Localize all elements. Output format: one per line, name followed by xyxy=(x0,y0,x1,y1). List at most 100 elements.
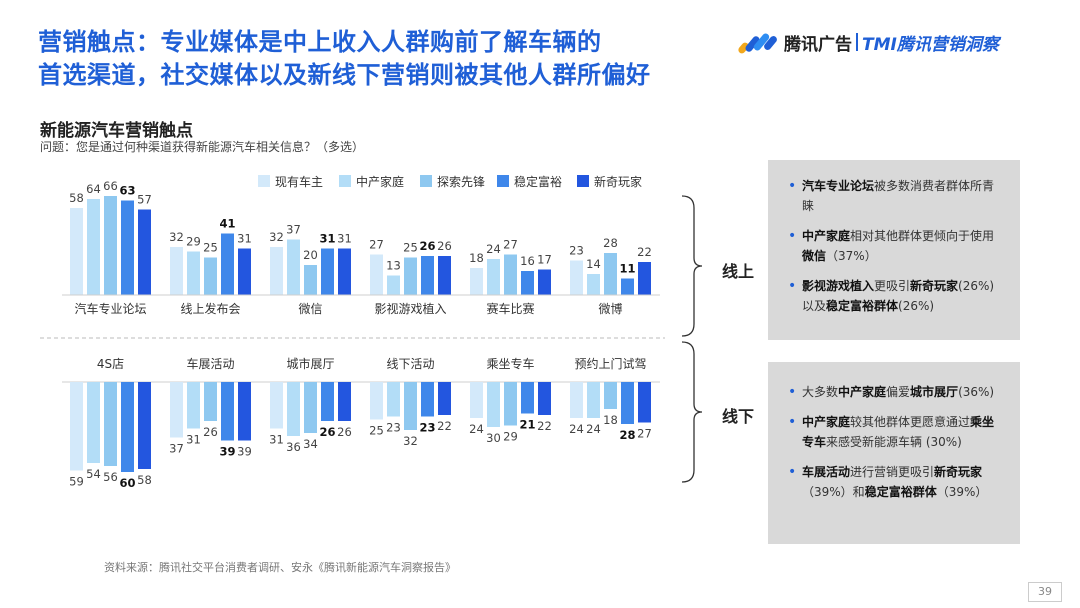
bar-online-2-5 xyxy=(238,248,251,295)
offline-brace-label: 线下 xyxy=(722,407,755,426)
insight-text-segment: （39%）和 xyxy=(802,485,865,499)
data-label-online: 31 xyxy=(319,232,335,246)
offline-insights-panel: 大多数中产家庭偏爱城市展厅(36%)中产家庭较其他群体更愿意通过乘坐专车来感受新… xyxy=(768,362,1020,544)
data-label-offline: 25 xyxy=(369,424,384,438)
data-label-offline: 22 xyxy=(537,419,552,433)
data-label-offline: 23 xyxy=(386,421,401,435)
category-label-online-4: 影视游戏植入 xyxy=(374,301,446,316)
data-label-offline: 24 xyxy=(569,422,584,436)
category-label-online-6: 微博 xyxy=(598,301,622,316)
data-label-online: 13 xyxy=(386,259,401,273)
bar-online-6-2 xyxy=(587,274,600,295)
category-label-online-1: 汽车专业论坛 xyxy=(74,301,146,316)
bar-offline-4-1 xyxy=(370,382,383,420)
legend-label-2: 中产家庭 xyxy=(356,174,404,189)
insight-text-segment: 影视游戏植入 xyxy=(802,279,875,293)
legend-swatch-1 xyxy=(258,175,270,187)
data-label-offline: 21 xyxy=(519,418,535,432)
data-label-offline: 30 xyxy=(486,431,501,445)
data-label-online: 41 xyxy=(219,217,235,231)
data-label-offline: 24 xyxy=(469,422,484,436)
data-label-offline: 59 xyxy=(69,475,84,489)
bar-offline-4-3 xyxy=(404,382,417,430)
data-label-offline: 54 xyxy=(86,467,101,481)
category-label-offline-4: 线下活动 xyxy=(386,357,434,371)
offline-insight-2: 中产家庭较其他群体更愿意通过乘坐专车来感受新能源车辆 (30%) xyxy=(788,412,1006,452)
data-label-online: 66 xyxy=(103,179,118,193)
insight-text-segment: 相对其他群体更倾向于使用 xyxy=(850,229,995,243)
online-brace xyxy=(681,195,703,337)
category-label-online-3: 微信 xyxy=(298,302,322,316)
data-label-online: 29 xyxy=(186,235,201,249)
bar-online-5-2 xyxy=(487,259,500,295)
data-label-offline: 39 xyxy=(237,445,252,459)
offline-insight-3: 车展活动进行营销更吸引新奇玩家 （39%）和稳定富裕群体（39%） xyxy=(788,462,1006,502)
bar-offline-3-5 xyxy=(338,382,351,421)
bar-offline-3-3 xyxy=(304,382,317,433)
category-label-offline-5: 乘坐专车 xyxy=(486,356,534,371)
data-label-online: 26 xyxy=(437,239,452,253)
legend-label-5: 新奇玩家 xyxy=(594,174,642,189)
data-label-offline: 27 xyxy=(637,427,652,441)
bar-offline-6-2 xyxy=(587,382,600,418)
insight-text-segment: 较其他群体更愿意通过 xyxy=(850,415,971,429)
bar-online-1-3 xyxy=(104,196,117,295)
bar-offline-5-2 xyxy=(487,382,500,427)
bar-online-3-5 xyxy=(338,248,351,295)
data-label-online: 26 xyxy=(419,239,435,253)
data-label-offline: 26 xyxy=(337,425,352,439)
bar-online-3-1 xyxy=(270,247,283,295)
bar-offline-4-2 xyxy=(387,382,400,417)
insight-text-segment: 中产家庭 xyxy=(838,385,887,399)
bar-offline-1-4 xyxy=(121,382,134,472)
data-label-online: 23 xyxy=(569,244,584,258)
bar-offline-4-4 xyxy=(421,382,434,417)
bar-offline-6-5 xyxy=(638,382,651,423)
data-label-offline: 39 xyxy=(219,445,235,459)
bar-online-6-1 xyxy=(570,260,583,295)
source-note: 资料来源：腾讯社交平台消费者调研、安永《腾讯新能源汽车洞察报告》 xyxy=(104,561,456,574)
online-insight-1: 汽车专业论坛被多数消费者群体所青睐 xyxy=(788,176,1006,216)
data-label-offline: 37 xyxy=(169,442,184,456)
insight-text-segment: 进行营销更吸引 xyxy=(850,465,935,479)
logo-brand-text: 腾讯广告 xyxy=(784,34,852,55)
online-brace-label: 线上 xyxy=(722,262,755,281)
insight-text-segment: (26%)以及 xyxy=(802,279,995,313)
category-label-online-2: 线上发布会 xyxy=(180,301,240,316)
insight-text-segment: （37%） xyxy=(826,249,877,263)
bar-offline-5-3 xyxy=(504,382,517,426)
bar-offline-5-4 xyxy=(521,382,534,414)
bar-offline-3-1 xyxy=(270,382,283,429)
bar-online-3-3 xyxy=(304,265,317,295)
bar-offline-6-1 xyxy=(570,382,583,418)
legend-swatch-4 xyxy=(497,175,509,187)
data-label-online: 63 xyxy=(119,184,135,198)
title-line-1: 营销触点：专业媒体是中上收入人群购前了解车辆的 xyxy=(38,28,602,56)
online-insights-panel: 汽车专业论坛被多数消费者群体所青睐中产家庭相对其他群体更倾向于使用微信（37%）… xyxy=(768,160,1020,340)
bar-online-5-5 xyxy=(538,269,551,295)
data-label-online: 27 xyxy=(369,238,384,252)
legend-label-4: 稳定富裕 xyxy=(514,174,562,189)
legend-label-1: 现有车主 xyxy=(275,174,323,189)
data-label-offline: 31 xyxy=(186,433,201,447)
data-label-online: 25 xyxy=(403,241,418,255)
data-label-online: 18 xyxy=(469,251,484,265)
bar-offline-4-5 xyxy=(438,382,451,415)
data-label-offline: 29 xyxy=(503,430,518,444)
bar-online-2-1 xyxy=(170,247,183,295)
bar-online-4-5 xyxy=(438,256,451,295)
data-label-offline: 24 xyxy=(586,422,601,436)
data-label-offline: 22 xyxy=(437,419,452,433)
data-label-online: 58 xyxy=(69,191,84,205)
bar-offline-2-1 xyxy=(170,382,183,438)
insight-text-segment: 更吸引 xyxy=(874,279,911,293)
insight-text-segment: 城市展厅 xyxy=(910,385,959,399)
insight-text-segment: 来感受新能源车辆 (30%) xyxy=(826,435,962,449)
data-label-online: 16 xyxy=(520,254,535,268)
bar-online-5-1 xyxy=(470,268,483,295)
bar-offline-3-2 xyxy=(287,382,300,436)
bar-online-5-3 xyxy=(504,254,517,295)
insight-text-segment: （39%） xyxy=(936,485,988,499)
data-label-offline: 23 xyxy=(419,421,435,435)
